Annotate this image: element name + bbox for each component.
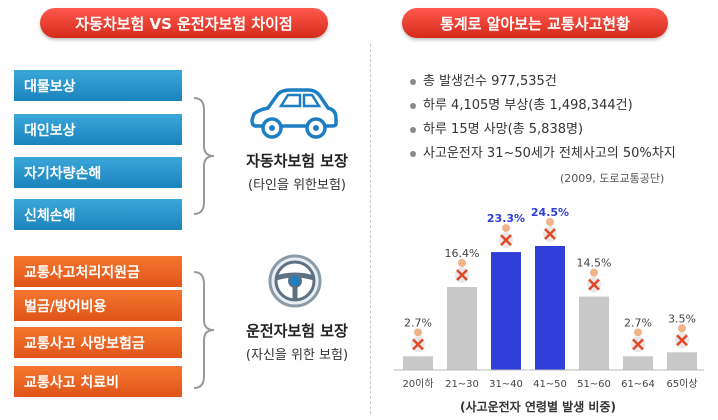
auto-coverage-item: 신체손해 <box>14 199 182 230</box>
bullet-icon <box>410 103 416 109</box>
driver-coverage-item: 교통사고처리지원금 <box>14 256 182 287</box>
person-icon <box>631 328 645 353</box>
stat-item: 사고운전자 31~50세가 전체사고의 50%차지 <box>410 142 710 166</box>
auto-coverage-item: 대물보상 <box>14 70 182 101</box>
category-label: 31~40 <box>489 379 523 390</box>
auto-coverage-item: 대인보상 <box>14 114 182 145</box>
stat-item: 하루 15명 사망(총 5,838명) <box>410 118 710 142</box>
auto-coverage-subtitle: (타인을 위한보험) <box>248 178 346 193</box>
driver-coverage-item: 교통사고 사망보험금 <box>14 327 182 358</box>
right-section-title: 통계로 알아보는 교통사고현황 <box>402 8 668 38</box>
driver-brace <box>193 271 215 389</box>
bar-65이상 <box>667 352 697 370</box>
person-icon <box>411 328 425 353</box>
category-label: 51~60 <box>577 379 611 390</box>
auto-coverage-item: 자기차량손해 <box>14 157 182 188</box>
bar-value-label: 2.7% <box>624 316 652 329</box>
bar-value-label: 2.7% <box>404 316 432 329</box>
age-accident-bar-chart: 2.7% 20이하 16.4% 21~30 23.3% 31~40 24.5% 41~50 14… <box>394 206 704 390</box>
left-section-title: 자동차보험 VS 운전자보험 차이점 <box>40 8 328 38</box>
bullet-icon <box>410 79 416 85</box>
bar-value-label: 3.5% <box>668 312 696 325</box>
person-icon <box>543 218 557 242</box>
bar-61~64 <box>623 356 653 370</box>
bar-21~30 <box>447 286 477 370</box>
auto-coverage-title: 자동차보험 보장 <box>246 152 348 170</box>
driver-coverage-subtitle: (자신을 위한 보험) <box>245 348 349 363</box>
section-divider <box>370 44 371 414</box>
category-label: 41~50 <box>533 379 567 390</box>
person-icon <box>587 268 601 293</box>
driver-coverage-item: 교통사고 치료비 <box>14 366 182 397</box>
stats-list: 총 발생건수 977,535건 하루 4,105명 부상(총 1,498,344… <box>410 70 710 166</box>
category-label: 65이상 <box>666 378 697 390</box>
bar-41~50 <box>535 246 565 370</box>
stats-source: (2009, 도로교통공단) <box>560 172 665 185</box>
stat-item: 하루 4,105명 부상(총 1,498,344건) <box>410 94 710 118</box>
bar-value-label: 24.5% <box>531 206 569 219</box>
auto-coverage-label: 자동차보험 보장 (타인을 위한보험) <box>222 150 372 193</box>
driver-coverage-title: 운전자보험 보장 <box>246 322 348 340</box>
stat-item: 총 발생건수 977,535건 <box>410 70 710 94</box>
bar-20이하 <box>403 356 433 370</box>
category-label: 61~64 <box>621 379 655 390</box>
category-label: 21~30 <box>445 379 479 390</box>
category-label: 20이하 <box>402 377 433 390</box>
auto-brace <box>193 97 215 215</box>
bar-51~60 <box>579 296 609 370</box>
bar-31~40 <box>491 252 521 370</box>
car-icon <box>248 86 340 146</box>
steering-wheel-icon <box>266 252 324 314</box>
bullet-icon <box>410 151 416 157</box>
bullet-icon <box>410 127 416 133</box>
person-icon <box>455 258 469 283</box>
bar-value-label: 16.4% <box>445 247 480 260</box>
driver-coverage-item: 벌금/방어비용 <box>14 290 182 321</box>
chart-caption: (사고운전자 연령별 발생 비중) <box>460 400 616 414</box>
person-icon <box>675 324 689 349</box>
person-icon <box>499 224 513 249</box>
driver-coverage-label: 운전자보험 보장 (자신을 위한 보험) <box>222 320 372 363</box>
bar-value-label: 14.5% <box>577 257 612 270</box>
bar-value-label: 23.3% <box>487 212 525 225</box>
